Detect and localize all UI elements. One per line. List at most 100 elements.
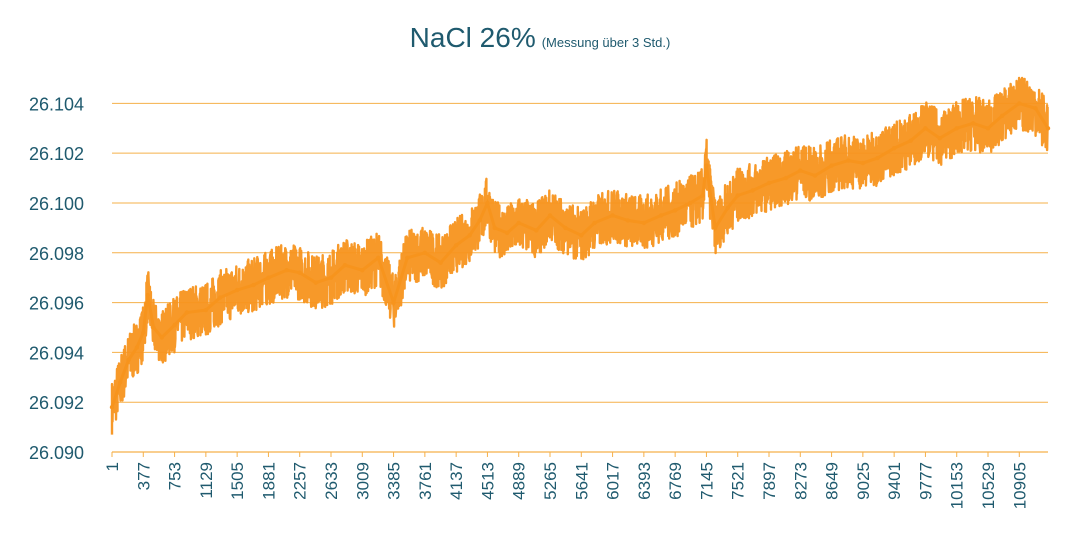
x-tick-label: 1129: [197, 462, 216, 499]
data-point: [625, 218, 630, 223]
x-tick-label: 4513: [478, 462, 497, 500]
y-tick-label: 26.096: [29, 294, 84, 314]
x-tick-label: 7521: [729, 462, 748, 500]
data-point: [505, 230, 510, 236]
data-point: [516, 220, 521, 226]
series-noise-trace: [110, 76, 1049, 435]
data-point: [151, 325, 156, 330]
data-point: [184, 310, 189, 315]
y-tick-label: 26.090: [29, 443, 84, 463]
x-tick-label: 753: [166, 462, 185, 490]
data-point: [126, 357, 131, 363]
x-tick-label: 8649: [823, 462, 842, 500]
data-point: [610, 213, 615, 218]
x-tick-label: 7897: [760, 462, 779, 500]
data-point: [297, 270, 302, 275]
data-point: [1033, 106, 1038, 111]
data-point: [134, 345, 140, 350]
x-tick-label: 3761: [416, 462, 435, 500]
data-point: [534, 228, 539, 233]
x-tick-label: 5641: [572, 462, 591, 500]
y-tick-label: 26.094: [29, 343, 84, 363]
data-point: [563, 225, 568, 231]
data-point: [579, 233, 584, 238]
x-tick-label: 2633: [322, 462, 341, 500]
data-point: [376, 255, 381, 260]
data-point: [159, 335, 164, 340]
x-tick-label: 8273: [791, 462, 810, 500]
data-point: [937, 136, 942, 141]
data-point: [860, 160, 866, 166]
x-tick-label: 6769: [666, 462, 685, 500]
chart-title-block: NaCl 26% (Messung über 3 Std.): [0, 22, 1080, 54]
data-point: [405, 255, 410, 260]
x-tick-label: 9401: [885, 462, 904, 500]
data-point: [118, 380, 123, 385]
data-point: [700, 193, 705, 198]
data-point: [453, 243, 459, 248]
x-tick-label: 10153: [948, 462, 967, 509]
data-point: [766, 180, 772, 186]
data-point: [846, 158, 851, 163]
data-point: [725, 205, 730, 211]
data-point: [141, 330, 146, 335]
data-point: [234, 287, 240, 293]
data-point: [313, 280, 318, 285]
data-point: [266, 275, 271, 280]
data-point: [109, 405, 115, 410]
data-point: [829, 163, 834, 168]
x-tick-label: 10905: [1010, 462, 1029, 509]
x-tick-label: 4889: [510, 462, 529, 500]
x-tick-label: 4137: [447, 462, 466, 500]
data-point: [284, 268, 289, 273]
x-tick-label: 3009: [353, 462, 372, 500]
x-tick-label: 1: [103, 462, 122, 471]
data-point: [688, 200, 693, 206]
data-point: [783, 175, 789, 181]
data-point: [477, 218, 482, 223]
x-tick-label: 1505: [228, 462, 247, 500]
data-point: [908, 138, 913, 143]
data-point: [891, 146, 897, 151]
data-point: [203, 307, 209, 313]
data-point: [1045, 126, 1051, 131]
data-point: [750, 188, 755, 193]
x-tick-label: 3385: [385, 462, 404, 500]
data-point: [145, 292, 150, 298]
data-point: [735, 193, 740, 198]
data-point: [492, 225, 497, 231]
data-point: [547, 213, 553, 218]
x-tick-label: 2257: [291, 462, 310, 500]
y-tick-label: 26.104: [29, 94, 84, 114]
data-point: [970, 121, 976, 126]
data-point: [217, 295, 223, 300]
data-point: [954, 126, 959, 131]
data-point: [985, 126, 991, 131]
data-point: [360, 268, 365, 273]
x-tick-label: 1881: [259, 462, 278, 500]
data-point: [812, 173, 818, 178]
data-point: [422, 250, 428, 255]
chart-subtitle: (Messung über 3 Std.): [541, 35, 671, 50]
data-point: [672, 208, 678, 213]
y-tick-label: 26.102: [29, 144, 84, 164]
x-tick-label: 9777: [916, 462, 935, 500]
y-tick-label: 26.092: [29, 393, 84, 413]
data-point: [713, 225, 718, 231]
data-point: [592, 220, 597, 226]
data-point: [658, 213, 664, 218]
data-point: [641, 220, 647, 226]
data-point: [251, 282, 256, 288]
x-tick-label: 6393: [635, 462, 654, 500]
data-point: [328, 275, 334, 280]
data-point: [391, 300, 396, 305]
data-point: [172, 322, 177, 328]
data-point: [485, 200, 490, 206]
data-point: [1000, 113, 1005, 119]
x-tick-label: 9025: [854, 462, 873, 500]
x-tick-label: 377: [134, 462, 153, 490]
x-tick-label: 6017: [604, 462, 623, 500]
data-point: [704, 163, 709, 168]
